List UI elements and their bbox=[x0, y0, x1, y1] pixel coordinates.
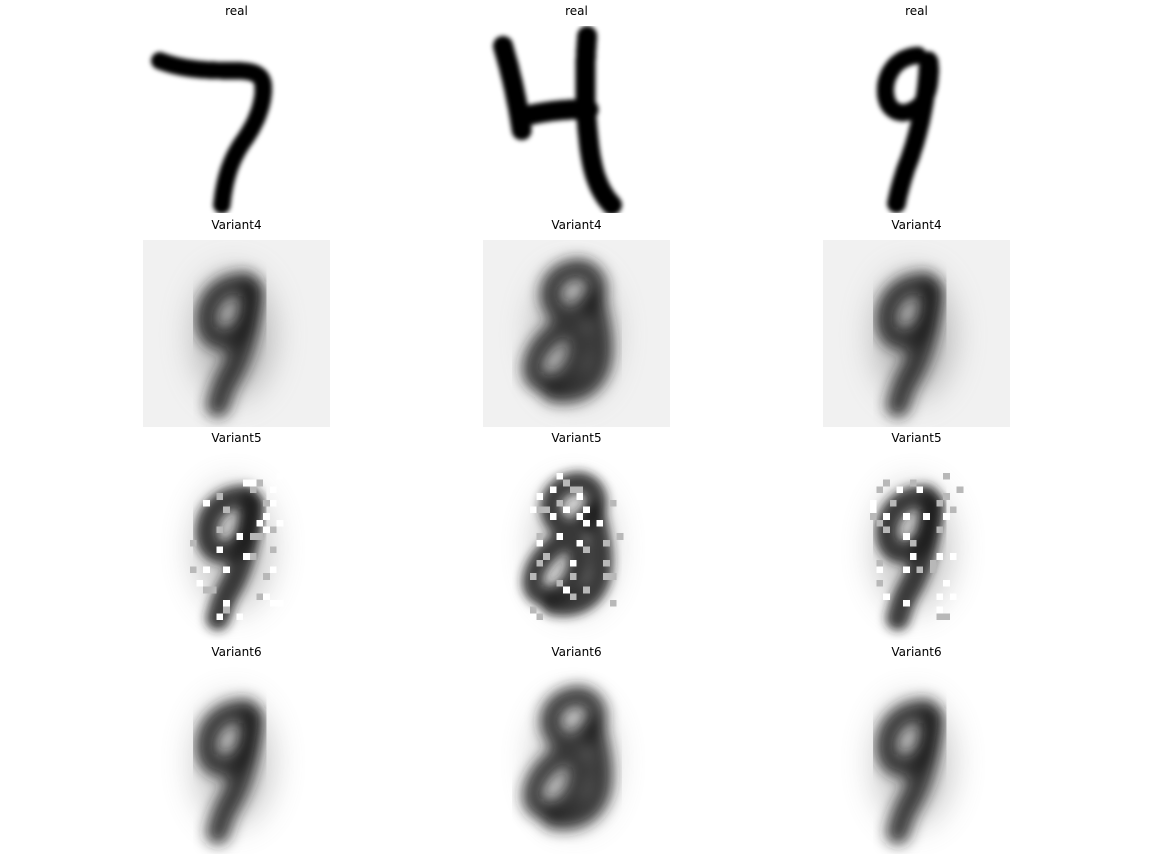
subplot-title: Variant5 bbox=[891, 431, 942, 445]
image-background bbox=[143, 26, 330, 213]
digit-strokes bbox=[875, 485, 944, 631]
digit-strokes bbox=[522, 258, 613, 404]
subplot-title: real bbox=[905, 4, 928, 18]
digit-image bbox=[483, 453, 670, 640]
subplot-image bbox=[823, 240, 1010, 427]
digit-strokes bbox=[195, 272, 264, 418]
digit-strokes bbox=[151, 52, 272, 213]
subplot-image bbox=[823, 26, 1010, 213]
speckle-noise bbox=[869, 473, 964, 620]
subplot-panel: Variant4 bbox=[823, 214, 1010, 427]
subplot-panel: Variant5 bbox=[143, 427, 330, 640]
subplot-title: Variant4 bbox=[891, 218, 942, 232]
subplot-panel: real bbox=[823, 0, 1010, 213]
digit-image bbox=[483, 667, 670, 854]
subplot-panel: Variant4 bbox=[143, 214, 330, 427]
subplot-image bbox=[143, 453, 330, 640]
subplot-title: Variant6 bbox=[211, 645, 262, 659]
subplot-image bbox=[823, 667, 1010, 854]
subplot-title: real bbox=[225, 4, 248, 18]
subplot-image bbox=[483, 26, 670, 213]
digit-image bbox=[143, 26, 330, 213]
subplot-panel: Variant6 bbox=[483, 641, 670, 854]
subplot-title: Variant4 bbox=[211, 218, 262, 232]
digit-image bbox=[483, 26, 670, 213]
subplot-title: Variant6 bbox=[551, 645, 602, 659]
subplot-panel: real bbox=[143, 0, 330, 213]
digit-image bbox=[143, 240, 330, 427]
digit-strokes bbox=[875, 699, 944, 845]
digit-image bbox=[483, 240, 670, 427]
digit-strokes bbox=[875, 272, 944, 418]
digit-image bbox=[823, 240, 1010, 427]
digit-strokes bbox=[493, 26, 622, 213]
speckle-noise bbox=[189, 473, 284, 620]
digit-strokes bbox=[522, 685, 613, 831]
digit-strokes bbox=[195, 699, 264, 845]
subplot-image bbox=[143, 667, 330, 854]
subplot-title: real bbox=[565, 4, 588, 18]
subplot-title: Variant5 bbox=[211, 431, 262, 445]
digit-image bbox=[143, 453, 330, 640]
subplot-image bbox=[143, 240, 330, 427]
subplot-panel: Variant6 bbox=[143, 641, 330, 854]
digit-image bbox=[823, 667, 1010, 854]
subplot-panel: Variant6 bbox=[823, 641, 1010, 854]
subplot-panel: Variant4 bbox=[483, 214, 670, 427]
subplot-image bbox=[143, 26, 330, 213]
digit-strokes bbox=[522, 471, 613, 617]
digit-image bbox=[143, 667, 330, 854]
subplot-title: Variant6 bbox=[891, 645, 942, 659]
subplot-panel: Variant5 bbox=[823, 427, 1010, 640]
subplot-title: Variant5 bbox=[551, 431, 602, 445]
subplot-image bbox=[823, 453, 1010, 640]
subplot-image bbox=[483, 667, 670, 854]
digit-image bbox=[823, 26, 1010, 213]
speckle-noise bbox=[529, 473, 624, 620]
subplot-image bbox=[483, 240, 670, 427]
digit-strokes bbox=[876, 46, 939, 213]
subplot-panel: Variant5 bbox=[483, 427, 670, 640]
subplot-title: Variant4 bbox=[551, 218, 602, 232]
subplot-image bbox=[483, 453, 670, 640]
subplot-panel: real bbox=[483, 0, 670, 213]
digit-image bbox=[823, 453, 1010, 640]
